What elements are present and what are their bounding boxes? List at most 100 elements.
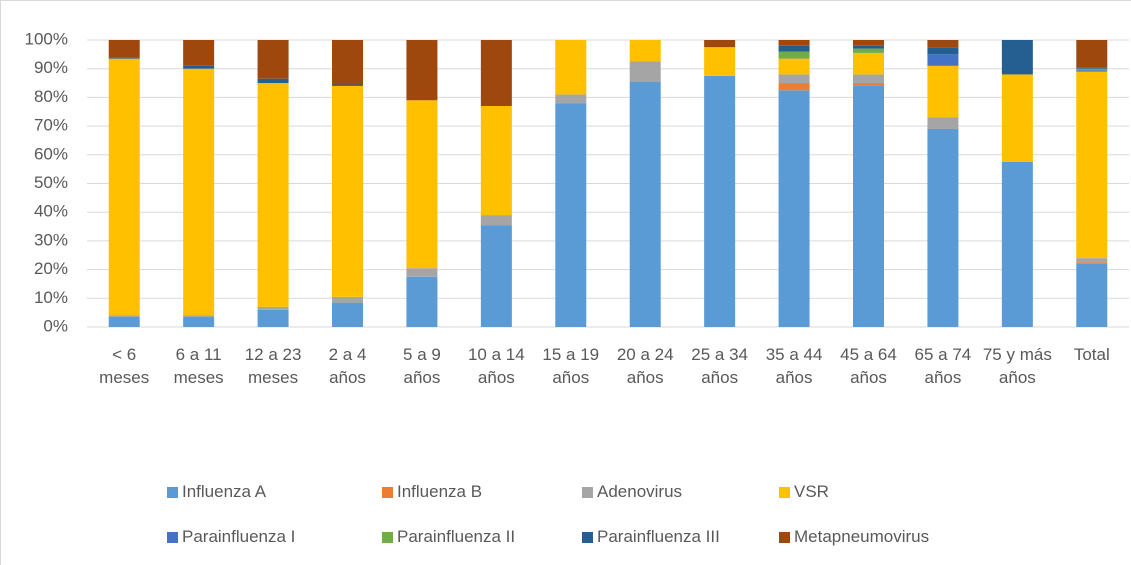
- bar-segment: [108, 40, 140, 58]
- legend-label: Parainfluenza III: [597, 527, 720, 546]
- y-tick-label: 70%: [34, 116, 68, 135]
- x-tick-label: 75 y más años: [982, 345, 1052, 387]
- x-tick-label: 65 a 74 años: [914, 345, 972, 387]
- bar-segment: [555, 103, 587, 327]
- legend-item: Parainfluenza III: [582, 527, 720, 547]
- y-tick-label: 90%: [34, 58, 68, 77]
- bar-segment: [927, 54, 959, 66]
- bar-segment: [183, 40, 215, 66]
- x-tick-label: 15 a 19 años: [542, 345, 600, 387]
- bar-segment: [480, 106, 512, 216]
- legend-swatch: [582, 531, 593, 543]
- bar-segment: [1076, 263, 1108, 327]
- bar-segment: [1076, 71, 1108, 259]
- legend-item: Influenza B: [382, 482, 482, 502]
- legend-label: Metapneumovirus: [794, 527, 930, 546]
- x-tick-label: 12 a 23 meses: [244, 345, 302, 387]
- bar-segment: [927, 117, 959, 129]
- legend-item: Parainfluenza I: [167, 527, 295, 547]
- bar-segment: [257, 309, 289, 327]
- bar-segment: [1076, 68, 1108, 71]
- y-tick-label: 80%: [34, 87, 68, 106]
- bar-segment: [480, 225, 512, 327]
- y-tick-label: 0%: [43, 316, 68, 335]
- legend-label: Influenza B: [397, 482, 483, 501]
- bar-segment: [108, 316, 140, 327]
- bar-segment: [555, 94, 587, 104]
- legend-item: Influenza A: [167, 482, 266, 502]
- y-tick-label: 60%: [34, 144, 68, 163]
- bar-segment: [853, 45, 884, 49]
- bar-segment: [1001, 74, 1033, 162]
- legend-item: Parainfluenza II: [382, 527, 515, 547]
- bar-segment: [1076, 70, 1108, 72]
- bar-segment: [853, 85, 884, 327]
- bar-segment: [704, 40, 736, 48]
- bar-segment: [257, 40, 289, 79]
- x-tick-label: 2 a 4 años: [328, 345, 367, 387]
- legend-swatch: [167, 486, 178, 498]
- legend-swatch: [779, 531, 790, 543]
- bar-segment: [1076, 262, 1108, 264]
- bar-segment: [332, 84, 363, 86]
- y-tick-label: 30%: [34, 230, 68, 249]
- bar-segment: [406, 268, 438, 277]
- bar-segment: [1001, 161, 1033, 327]
- legend-item: VSR: [779, 482, 829, 502]
- bar-segment: [778, 45, 810, 52]
- y-tick-label: 100%: [25, 29, 68, 48]
- bar-segment: [183, 65, 215, 69]
- bar-segment: [108, 58, 140, 316]
- legend-swatch: [779, 486, 790, 498]
- bar-segment: [108, 57, 140, 59]
- bar-segment: [332, 40, 363, 85]
- bar-segment: [257, 78, 289, 84]
- bar-segment: [183, 315, 215, 317]
- legend-label: Parainfluenza II: [397, 527, 516, 546]
- bar-segment: [332, 302, 363, 327]
- bar-segment: [853, 40, 884, 46]
- bar-segment: [257, 83, 289, 307]
- y-tick-label: 10%: [34, 288, 68, 307]
- legend-label: Adenovirus: [597, 482, 683, 501]
- y-tick-label: 20%: [34, 259, 68, 278]
- x-tick-label: 5 a 9 años: [403, 345, 441, 387]
- bar-segment: [1076, 40, 1108, 68]
- y-tick-label: 40%: [34, 202, 68, 221]
- bar-segment: [332, 296, 363, 303]
- bar-segment: [555, 40, 587, 95]
- bar-segment: [108, 315, 140, 317]
- legend-label: Parainfluenza I: [182, 527, 296, 546]
- bar-segment: [778, 74, 810, 84]
- x-tick-label: 35 a 44 años: [765, 345, 823, 387]
- legend-swatch: [167, 531, 178, 543]
- bar-segment: [704, 75, 736, 327]
- legend-label: VSR: [794, 482, 829, 501]
- bar-segment: [778, 58, 810, 75]
- bar-segment: [927, 65, 959, 118]
- bar-segment: [927, 128, 959, 327]
- bar-segment: [406, 40, 438, 101]
- bar-segment: [257, 306, 289, 310]
- bar-segment: [927, 40, 959, 48]
- x-tick-label: 25 a 34 años: [691, 345, 748, 387]
- y-tick-label: 50%: [34, 173, 68, 192]
- x-tick-label: 45 a 64 años: [840, 345, 897, 387]
- bar-segment: [332, 85, 363, 297]
- bar-segment: [853, 52, 884, 75]
- legend-label: Influenza A: [182, 482, 267, 501]
- bar-segment: [704, 47, 736, 76]
- legend-swatch: [582, 486, 593, 498]
- bar-segment: [1076, 258, 1108, 263]
- x-tick-label: 20 a 24 años: [616, 345, 674, 387]
- x-tick-label: 10 a 14 años: [467, 345, 525, 387]
- bar-segment: [853, 48, 884, 53]
- legend-item: Metapneumovirus: [779, 527, 929, 547]
- bar-segment: [778, 51, 810, 59]
- bar-segment: [853, 74, 884, 84]
- bar-segment: [1001, 40, 1033, 75]
- bar-segment: [480, 215, 512, 226]
- legend-item: Adenovirus: [582, 482, 682, 502]
